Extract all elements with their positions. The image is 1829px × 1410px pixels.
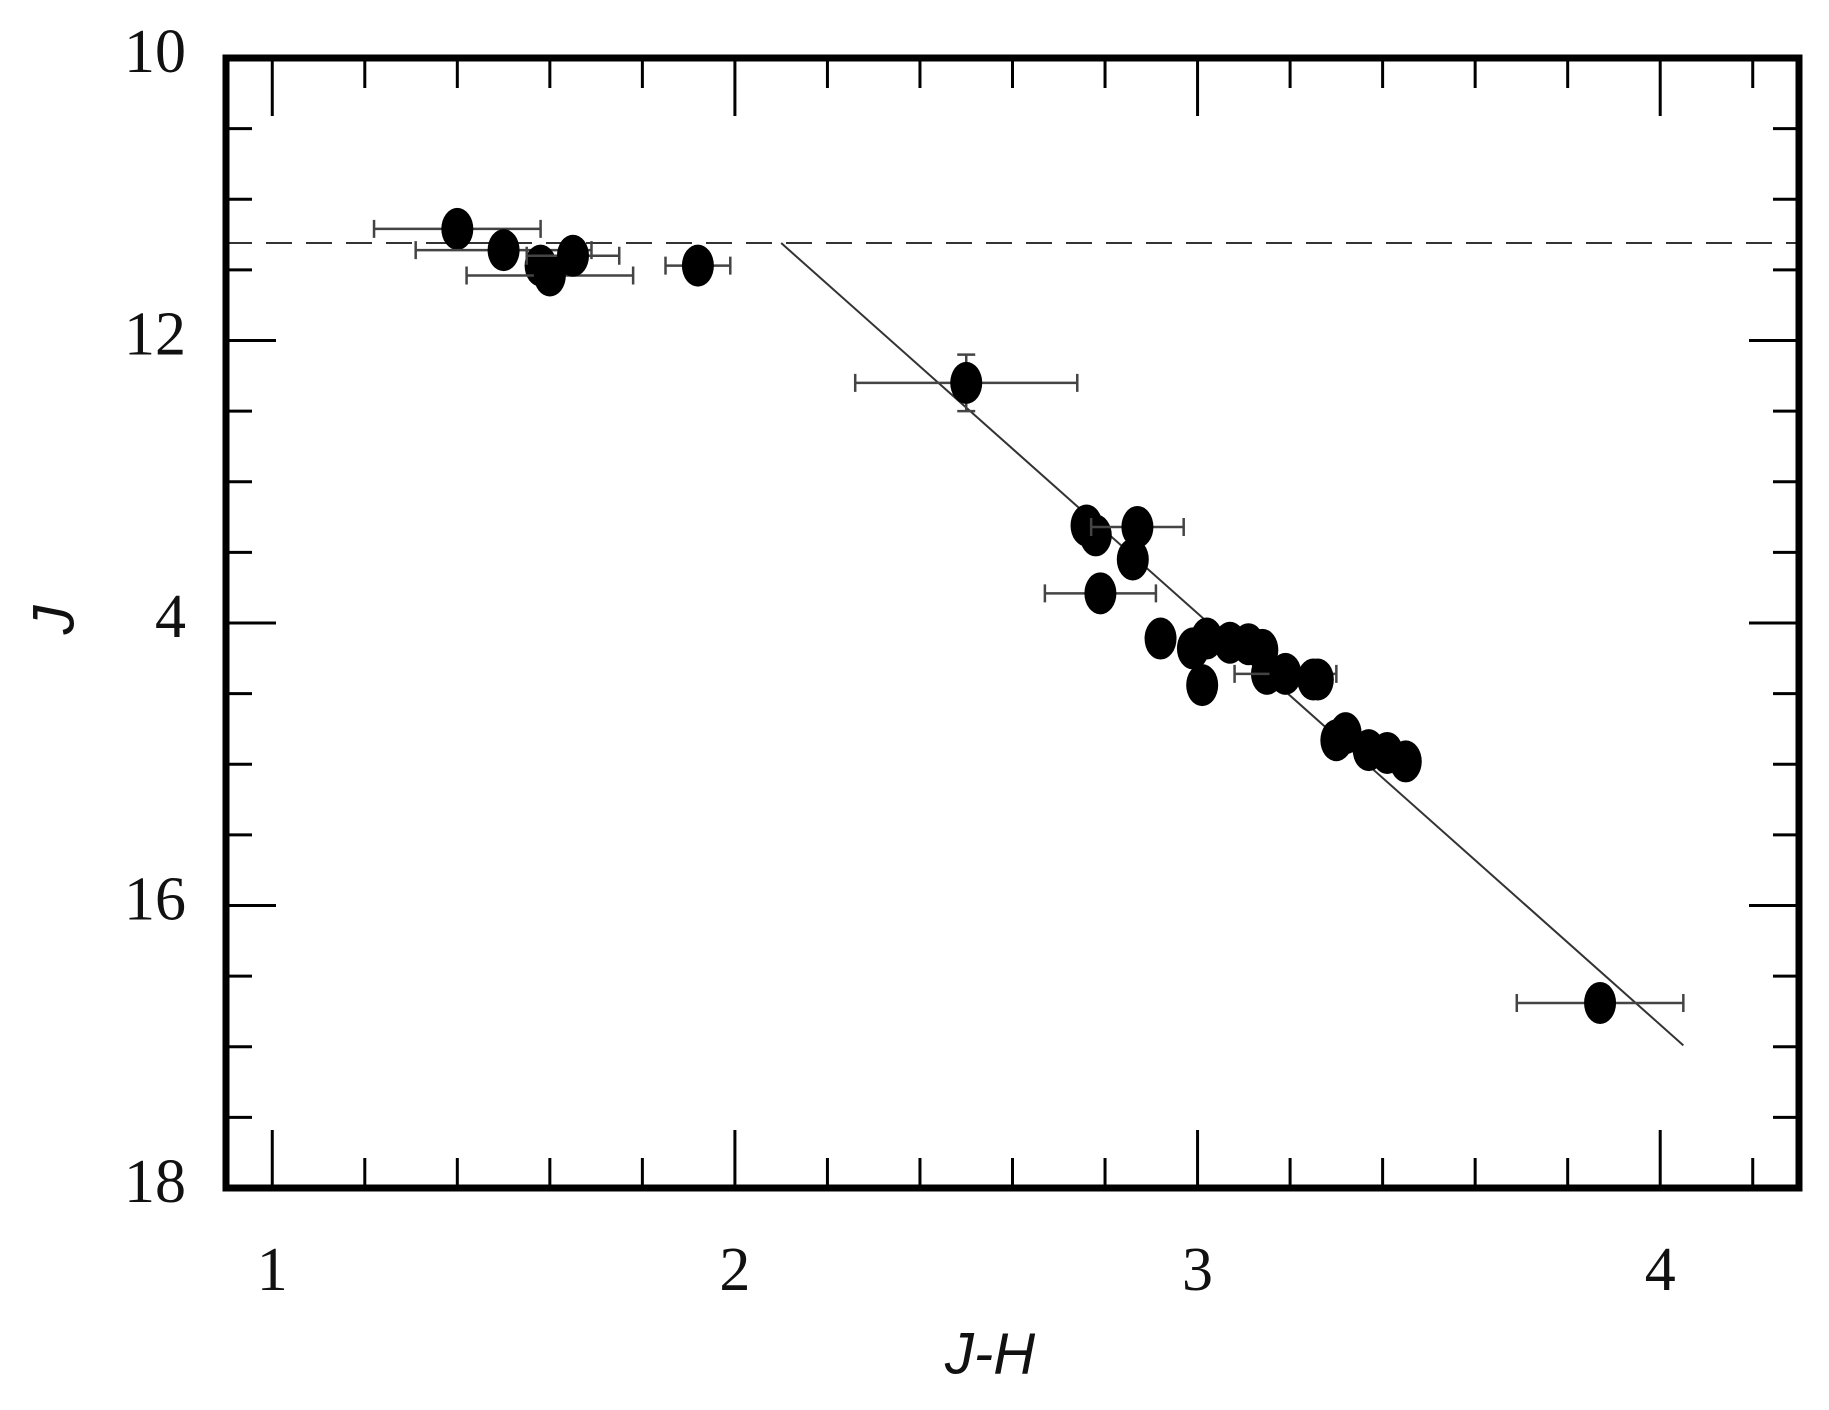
plot-frame	[222, 54, 1803, 1192]
data-point	[1084, 572, 1117, 615]
data-point	[1121, 505, 1154, 548]
x-tick-label: 4	[1645, 1236, 1676, 1304]
y-tick-label: 18	[124, 1148, 186, 1216]
x-tick-label: 3	[1182, 1236, 1213, 1304]
data-point	[1186, 664, 1219, 707]
data-point	[1301, 658, 1334, 701]
data-point	[441, 207, 474, 250]
x-axis-label: J-H	[944, 1321, 1035, 1386]
y-tick-label: 12	[124, 301, 186, 369]
x-tick-label: 2	[719, 1236, 750, 1304]
data-point	[681, 244, 714, 287]
data-point	[1079, 514, 1112, 557]
x-tick-label: 1	[257, 1236, 288, 1304]
data-point	[1144, 617, 1177, 660]
data-point	[1269, 652, 1302, 695]
data-point	[556, 234, 589, 277]
y-tick-label: 4	[155, 583, 186, 651]
y-tick-label: 10	[124, 18, 186, 86]
data-point	[487, 229, 520, 272]
data-point	[950, 361, 983, 404]
y-axis-label: J	[21, 605, 86, 636]
data-point	[1389, 740, 1422, 783]
data-point	[1584, 981, 1617, 1024]
y-tick-label: 16	[124, 866, 186, 934]
data-point	[1116, 538, 1149, 581]
data-point	[533, 254, 566, 297]
